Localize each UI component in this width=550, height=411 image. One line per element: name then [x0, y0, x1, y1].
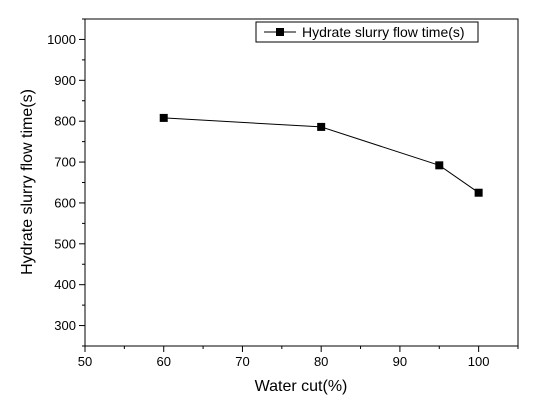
- x-axis-title: Water cut(%): [255, 378, 348, 395]
- x-tick-label: 100: [468, 354, 490, 369]
- data-point: [435, 161, 444, 170]
- x-tick-label: 70: [235, 354, 249, 369]
- y-axis: 300 400 500 600 700 800 900 1000: [47, 18, 85, 347]
- y-tick-label: 1000: [47, 32, 76, 47]
- legend: Hydrate slurry flow time(s): [255, 21, 479, 43]
- data-point: [474, 188, 483, 197]
- x-tick-label: 90: [393, 354, 407, 369]
- x-tick-label: 60: [156, 354, 170, 369]
- y-tick-label: 700: [54, 155, 76, 170]
- y-tick-label: 900: [54, 73, 76, 88]
- y-tick-label: 300: [54, 318, 76, 333]
- plot-frame: [84, 18, 519, 347]
- series-line: [163, 117, 479, 194]
- legend-label: Hydrate slurry flow time(s): [302, 24, 465, 40]
- series-layer: [159, 113, 483, 197]
- y-tick-label: 600: [54, 195, 76, 210]
- y-tick-label: 800: [54, 114, 76, 129]
- legend-marker: [276, 28, 284, 36]
- x-tick-label: 80: [314, 354, 328, 369]
- y-tick-label: 500: [54, 236, 76, 251]
- data-point: [159, 113, 168, 122]
- legend-box: [255, 21, 479, 43]
- y-axis-title: Hydrate slurry flow time(s): [19, 89, 36, 275]
- data-point: [317, 122, 326, 131]
- x-tick-label: 50: [78, 354, 92, 369]
- x-axis: 50 60 70 80 90 100: [78, 346, 519, 369]
- y-tick-label: 400: [54, 277, 76, 292]
